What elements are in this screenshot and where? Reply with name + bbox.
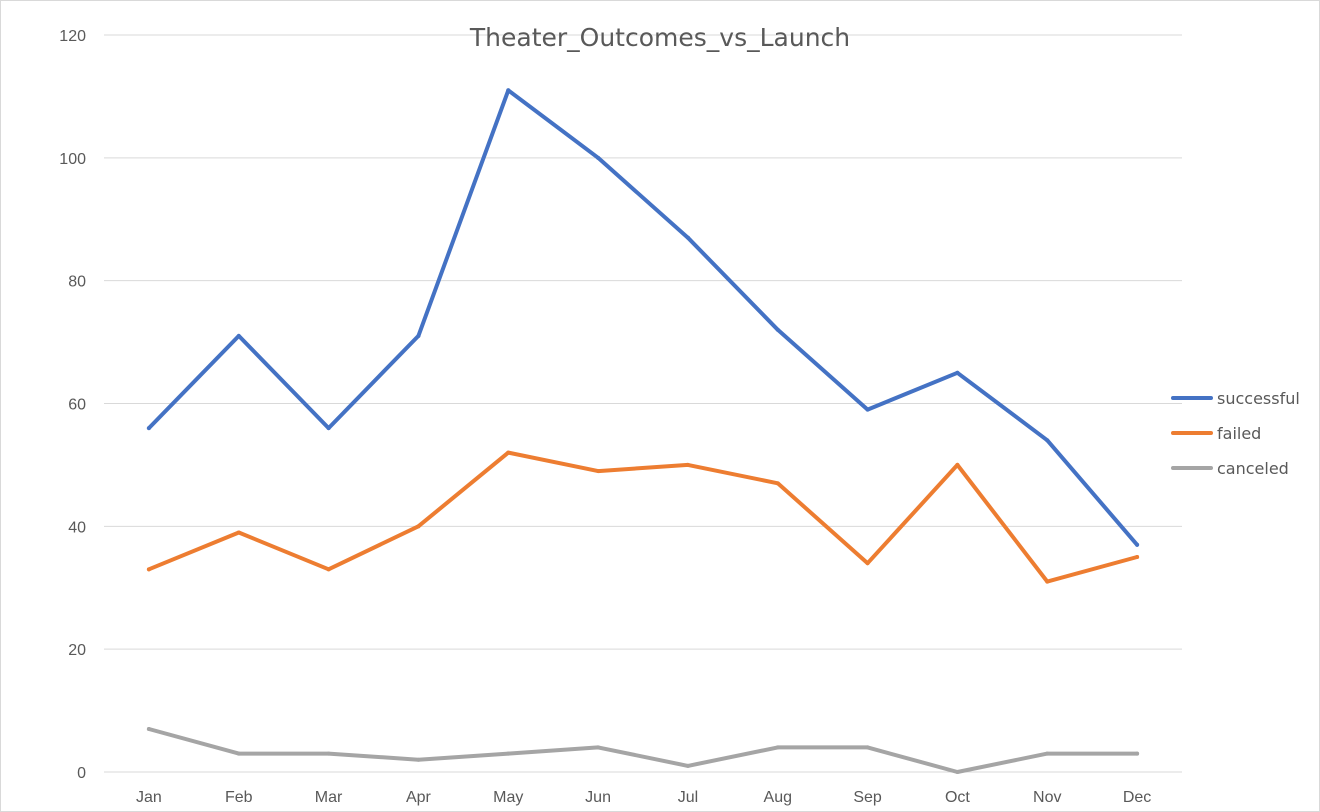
data-point-canceled — [146, 727, 151, 732]
x-tick-label: Dec — [1123, 789, 1151, 806]
data-point-successful — [865, 407, 870, 412]
data-point-successful — [685, 235, 690, 240]
x-tick-label: Feb — [225, 789, 253, 806]
gridlines — [104, 34, 1182, 773]
data-point-failed — [1045, 579, 1050, 584]
y-tick-label: 40 — [68, 519, 86, 536]
data-point-successful — [1045, 438, 1050, 443]
data-point-successful — [146, 426, 151, 431]
x-tick-label: Sep — [853, 789, 882, 806]
chart-title: Theater_Outcomes_vs_Launch — [469, 23, 850, 52]
series-line-successful — [146, 88, 1140, 547]
data-point-canceled — [865, 745, 870, 750]
data-point-failed — [685, 462, 690, 467]
data-point-successful — [955, 370, 960, 375]
legend-label-failed: failed — [1217, 424, 1261, 443]
data-point-canceled — [596, 745, 601, 750]
series-line-failed — [146, 450, 1140, 584]
legend: successful failed canceled — [1171, 389, 1300, 478]
y-axis-tick-labels: 0 20 40 60 80 100 120 — [59, 28, 86, 782]
data-point-canceled — [506, 751, 511, 756]
data-point-canceled — [775, 745, 780, 750]
x-tick-label: Apr — [406, 789, 432, 806]
data-point-successful — [775, 327, 780, 332]
data-point-successful — [236, 333, 241, 338]
x-tick-label: Mar — [315, 789, 343, 806]
data-point-canceled — [1135, 751, 1140, 756]
x-tick-label: Jul — [678, 789, 698, 806]
x-axis-tick-labels: Jan Feb Mar Apr May Jun Jul Aug Sep Oct Nov Dec — [136, 789, 1151, 806]
data-point-canceled — [236, 751, 241, 756]
data-point-canceled — [685, 763, 690, 768]
data-point-failed — [146, 567, 151, 572]
y-tick-label: 100 — [59, 151, 86, 168]
x-tick-label: Oct — [945, 789, 970, 806]
data-point-successful — [506, 88, 511, 93]
data-point-canceled — [1045, 751, 1050, 756]
series-lines — [146, 88, 1140, 774]
data-point-canceled — [955, 770, 960, 774]
data-point-successful — [596, 155, 601, 160]
data-point-failed — [236, 530, 241, 535]
y-tick-label: 80 — [68, 274, 86, 291]
series-line-canceled — [146, 727, 1140, 774]
y-tick-label: 20 — [68, 642, 86, 659]
x-tick-label: Aug — [764, 789, 792, 806]
data-point-failed — [506, 450, 511, 455]
legend-label-successful: successful — [1217, 389, 1300, 408]
data-point-successful — [1135, 542, 1140, 547]
data-point-successful — [326, 426, 331, 431]
x-tick-label: Jun — [585, 789, 611, 806]
x-tick-label: Nov — [1033, 789, 1061, 806]
data-point-failed — [416, 524, 421, 529]
data-point-failed — [596, 469, 601, 474]
data-point-failed — [1135, 555, 1140, 560]
data-point-failed — [326, 567, 331, 572]
data-point-failed — [775, 481, 780, 486]
x-tick-label: Jan — [136, 789, 162, 806]
x-tick-label: May — [493, 789, 523, 806]
data-point-failed — [955, 462, 960, 467]
y-tick-label: 120 — [59, 28, 86, 45]
y-tick-label: 0 — [77, 765, 86, 782]
data-point-failed — [865, 561, 870, 566]
data-point-canceled — [416, 757, 421, 762]
data-point-canceled — [326, 751, 331, 756]
y-tick-label: 60 — [68, 397, 86, 414]
data-point-successful — [416, 333, 421, 338]
legend-label-canceled: canceled — [1217, 459, 1289, 478]
